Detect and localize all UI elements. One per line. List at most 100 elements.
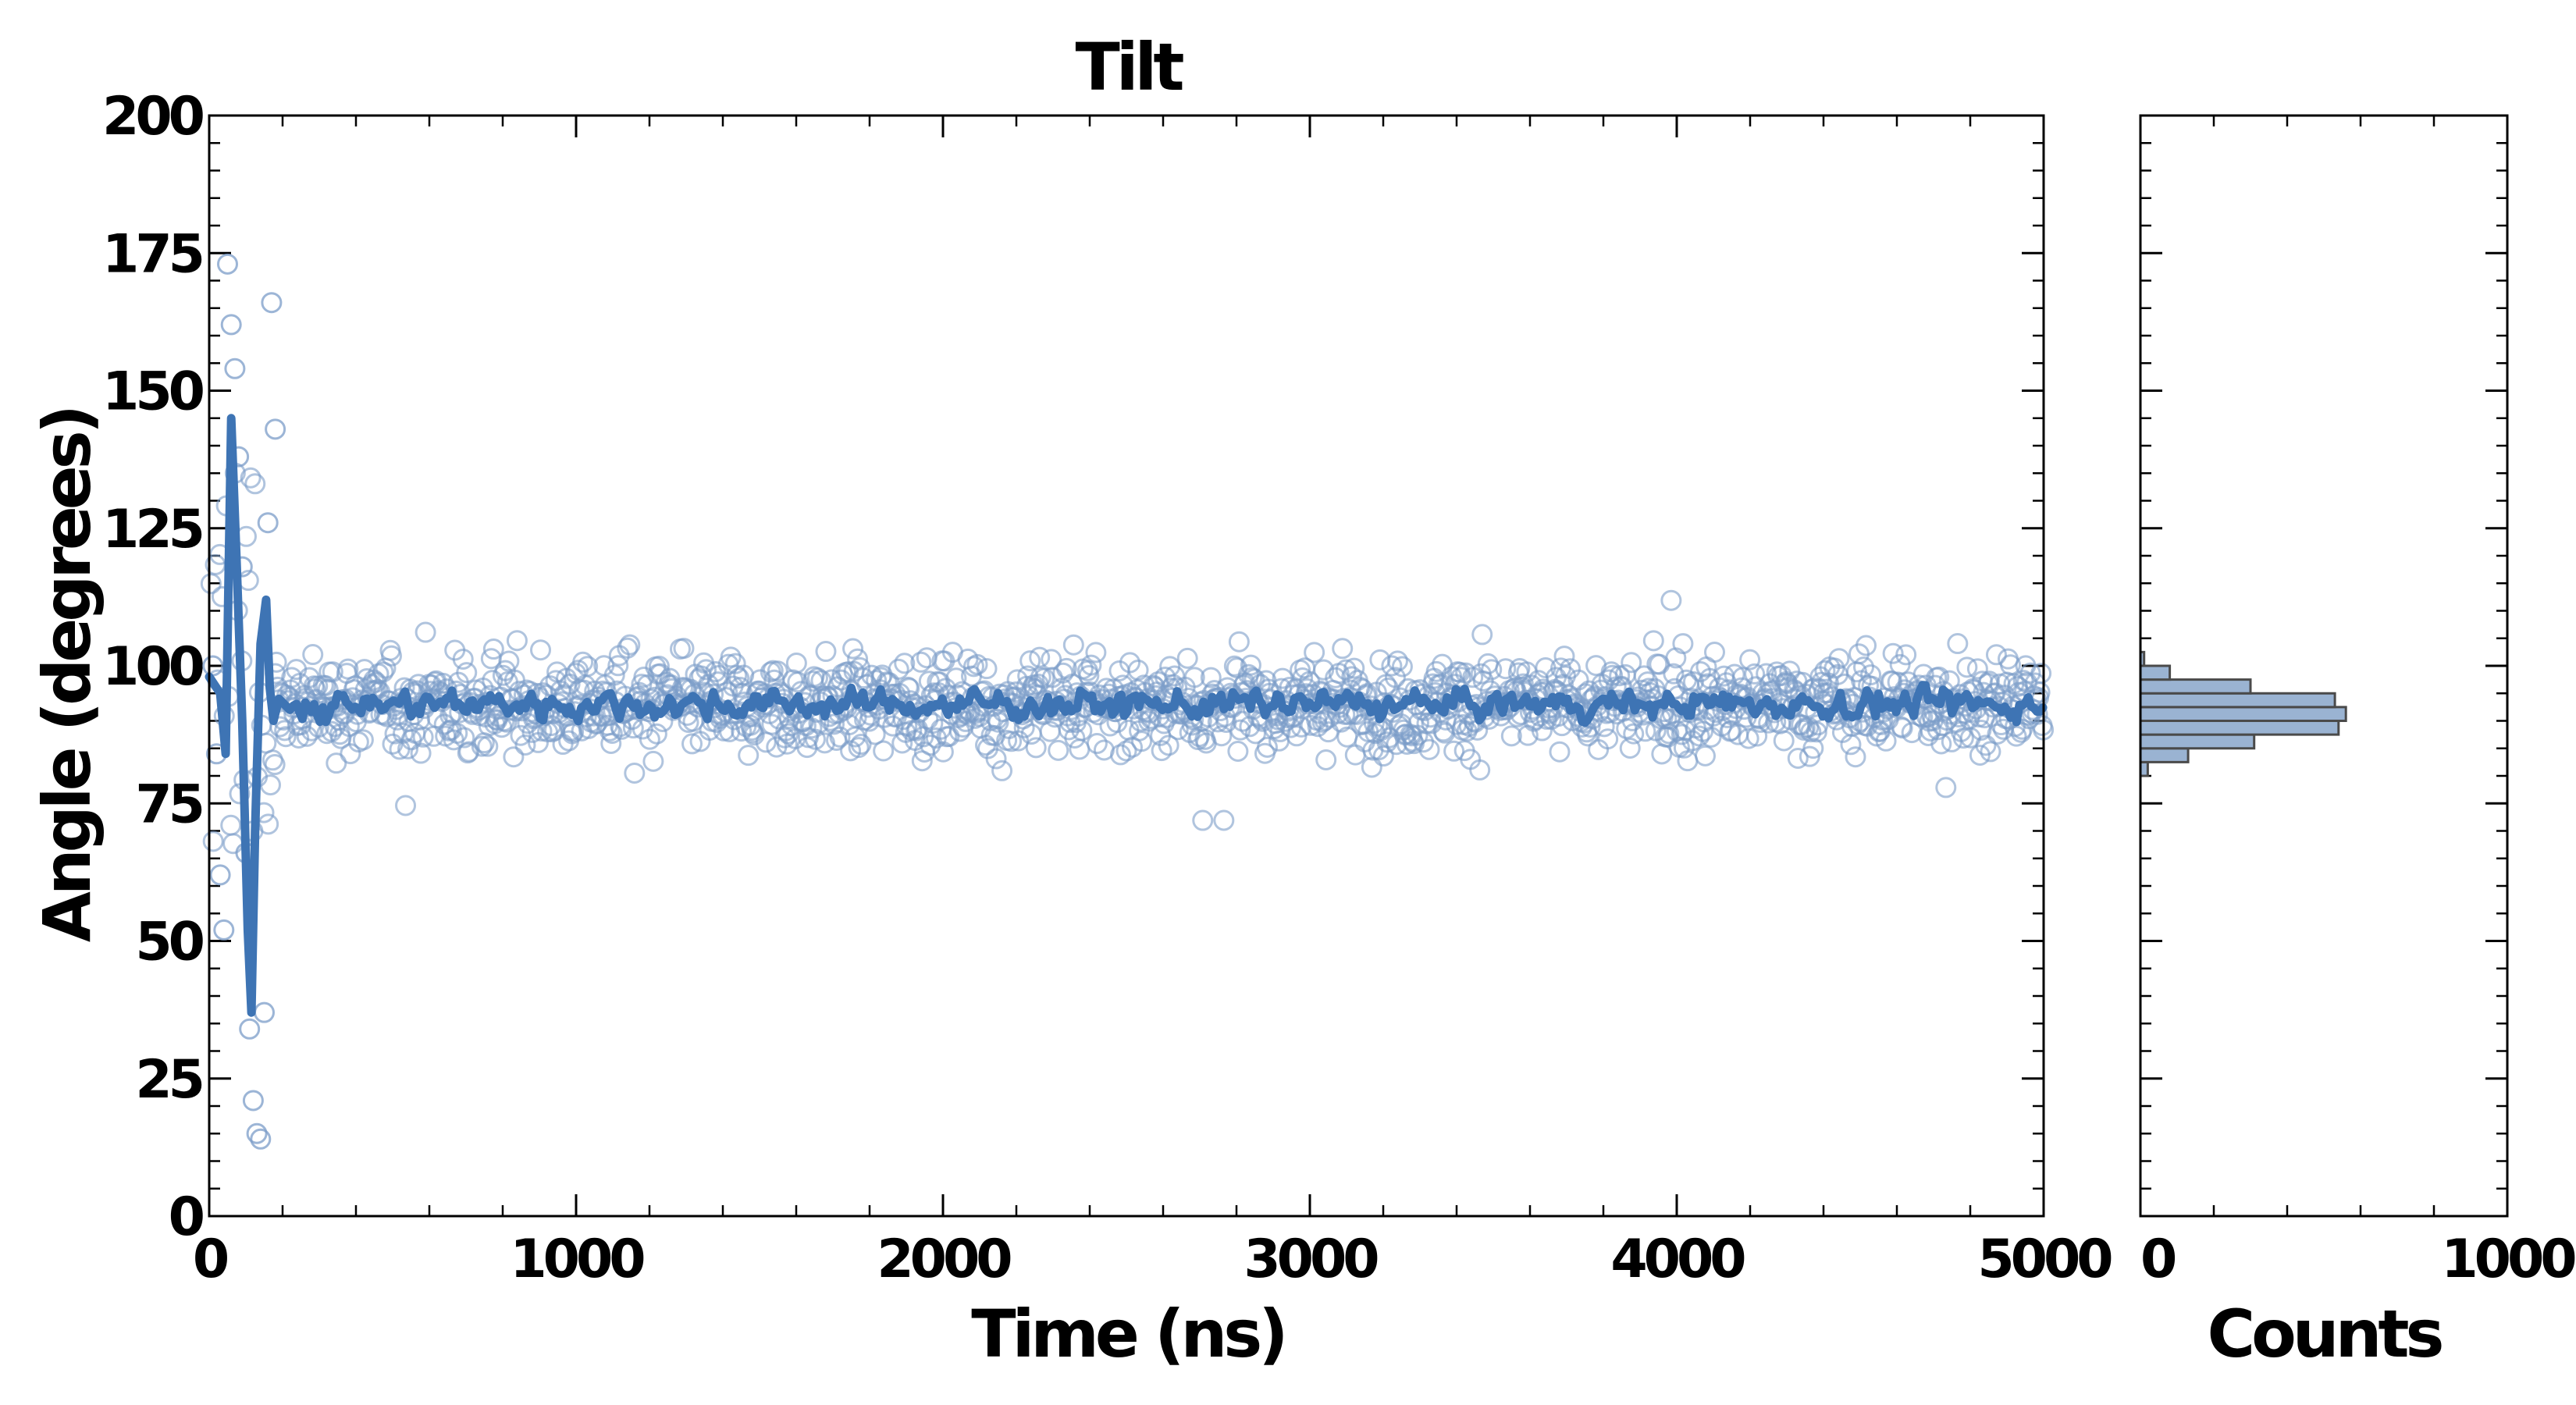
- scatter-point: [456, 662, 478, 684]
- scatter-point: [510, 724, 532, 746]
- y-tick-label: 150: [102, 361, 204, 423]
- scatter-point: [1970, 719, 1992, 741]
- histogram-x-tick-label: 1000: [2441, 1229, 2575, 1290]
- scatter-point: [1200, 667, 1222, 688]
- series-line: [205, 414, 2048, 1017]
- scatter-point: [261, 292, 283, 314]
- scatter-point: [920, 735, 941, 756]
- scatter-point: [265, 418, 286, 440]
- scatter-point: [1160, 678, 1182, 699]
- scatter-point: [1304, 642, 1325, 663]
- scatter-point: [2030, 663, 2052, 685]
- scatter-point: [1773, 730, 1795, 752]
- scatter-point: [1335, 659, 1357, 681]
- main-scatter-plot: Tilt Angle (degrees) Time (ns) 0 1000 2000…: [29, 29, 2115, 1372]
- scatter-point: [380, 645, 402, 667]
- scatter-point: [1891, 717, 1913, 739]
- scatter-point: [1158, 735, 1179, 756]
- scatter-point: [1315, 749, 1337, 770]
- scatter-point: [202, 831, 224, 852]
- main-axis-ticks: 0 1000 2000 3000 4000 5000 0 25 50 75 100 125 150 175…: [102, 86, 2115, 1290]
- scatter-point: [1642, 630, 1664, 652]
- scatter-point: [1875, 730, 1897, 752]
- scatter-point: [673, 638, 695, 660]
- histogram-x-tick-label: 0: [2140, 1229, 2176, 1290]
- y-tick-label: 125: [102, 499, 202, 560]
- scatter-point: [1956, 656, 1978, 678]
- scatter-point: [1008, 730, 1030, 752]
- scatter-point: [1806, 721, 1827, 743]
- scatter-point: [1048, 739, 1069, 761]
- scatter-point: [847, 648, 869, 670]
- scatter-point: [1688, 725, 1710, 747]
- scatter-point: [1597, 728, 1619, 750]
- scatter-point: [530, 639, 552, 661]
- scatter-point: [1314, 710, 1336, 731]
- scatter-point: [200, 573, 222, 595]
- scatter-point: [1860, 664, 1882, 686]
- scatter-point: [738, 745, 760, 767]
- scatter-point: [1663, 663, 1685, 685]
- scatter-point: [1227, 740, 1249, 762]
- scatter-point: [209, 864, 231, 886]
- scatter-point: [1372, 745, 1394, 767]
- scatter-point: [572, 651, 594, 673]
- scatter-point: [1845, 746, 1866, 768]
- y-tick-label: 175: [102, 223, 202, 285]
- scatter-point: [781, 714, 802, 736]
- scatter-point: [412, 726, 434, 748]
- scatter-point: [372, 661, 394, 683]
- scatter-point: [259, 774, 281, 796]
- scatter-point: [1109, 744, 1131, 766]
- scatter-point: [1619, 737, 1641, 759]
- scatter-point: [945, 667, 967, 689]
- y-tick-label: 25: [135, 1049, 201, 1111]
- scatter-point: [482, 638, 504, 660]
- scatter-point: [1495, 658, 1517, 680]
- scatter-point: [1700, 726, 1722, 748]
- x-tick-label: 3000: [1244, 1229, 1378, 1290]
- scatter-point: [477, 735, 499, 757]
- scatter-point: [1086, 733, 1108, 755]
- scatter-point: [1384, 667, 1406, 688]
- scatter-point: [1425, 660, 1447, 682]
- histogram-x-axis-label: Counts: [2207, 1296, 2442, 1372]
- scatter-point: [985, 748, 1007, 770]
- histogram-bar: [2139, 747, 2190, 763]
- scatter-point: [1213, 809, 1235, 831]
- scatter-point: [1694, 745, 1716, 767]
- scatter-point: [1256, 736, 1278, 758]
- scatter-point: [1895, 644, 1917, 666]
- scatter-point: [563, 721, 585, 743]
- scatter-point: [1244, 723, 1266, 745]
- scatter-point: [842, 638, 864, 660]
- scatter-point: [452, 648, 474, 670]
- histogram-bar: [2139, 678, 2252, 695]
- scatter-point: [1407, 712, 1429, 734]
- scatter-point: [458, 741, 480, 763]
- scatter-point: [1127, 660, 1149, 681]
- scatter-point: [1176, 647, 1198, 669]
- scatter-point: [696, 659, 717, 681]
- histogram-bar: [2139, 692, 2336, 709]
- scatter-point: [514, 735, 536, 756]
- y-tick-label: 0: [169, 1186, 204, 1248]
- scatter-point: [1744, 663, 1766, 685]
- scatter-point: [1344, 744, 1366, 766]
- scatter-point: [1228, 631, 1250, 653]
- scatter-point: [624, 762, 646, 784]
- scatter-point: [1882, 642, 1904, 664]
- y-tick-label: 100: [102, 636, 204, 698]
- scatter-point: [1593, 716, 1615, 738]
- x-tick-label: 5000: [1977, 1229, 2112, 1290]
- scatter-point: [415, 621, 436, 643]
- scatter-point: [2019, 662, 2041, 684]
- histogram-bar: [2139, 733, 2256, 750]
- scatter-point: [577, 656, 599, 678]
- scatter-point: [1802, 738, 1824, 759]
- scatter-point: [264, 754, 286, 776]
- scatter-point: [220, 814, 242, 836]
- scatter-point: [439, 705, 461, 727]
- scatter-point: [848, 737, 870, 759]
- scatter-point: [1207, 711, 1229, 733]
